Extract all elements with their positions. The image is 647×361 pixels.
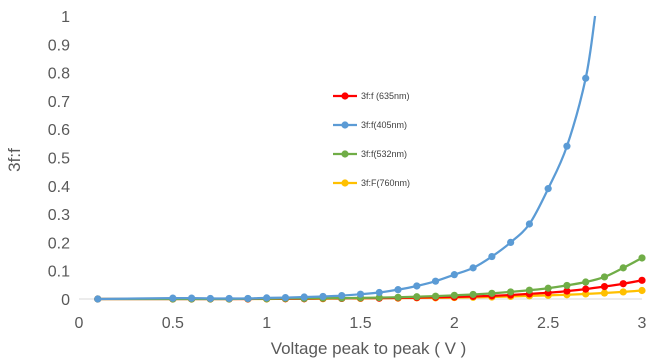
y-tick-label: 0.3 <box>48 207 70 224</box>
y-tick-label: 0.6 <box>48 122 70 139</box>
y-tick-label: 0.5 <box>48 151 70 168</box>
data-point <box>188 294 196 302</box>
y-tick-label: 0.1 <box>48 264 70 281</box>
data-point <box>300 293 308 301</box>
data-point <box>94 295 102 303</box>
data-point <box>619 264 627 272</box>
y-tick-label: 0.8 <box>48 66 70 83</box>
x-tick-label: 0 <box>75 315 84 332</box>
y-tick-label: 0.7 <box>48 94 70 111</box>
data-point <box>319 292 327 301</box>
y-axis-title: 3f:f <box>5 148 24 172</box>
legend-marker <box>341 150 349 158</box>
y-tick-label: 0 <box>61 292 70 309</box>
legend-marker <box>341 179 349 187</box>
data-point <box>244 294 252 303</box>
data-point <box>338 292 346 300</box>
x-tick-label: 1.5 <box>349 315 371 332</box>
data-point <box>544 185 552 193</box>
series-line <box>97 279 643 301</box>
data-point <box>600 289 609 297</box>
data-point <box>488 252 496 261</box>
data-point <box>619 288 627 296</box>
data-point <box>582 278 590 286</box>
data-point <box>563 142 571 150</box>
x-tick-label: 2.5 <box>537 315 559 332</box>
x-axis-title: Voltage peak to peak ( V ) <box>271 339 467 358</box>
x-tick-label: 3 <box>638 315 647 332</box>
data-point <box>563 287 571 295</box>
data-point <box>638 276 646 284</box>
series-line <box>97 15 597 301</box>
legend-entry: 3f:f(405nm) <box>333 120 407 130</box>
data-point <box>356 290 365 298</box>
legend-entry: 3f:f (635nm) <box>333 91 410 101</box>
data-point <box>450 271 458 279</box>
series-layer <box>94 15 646 303</box>
data-point <box>281 293 290 302</box>
legend-label: 3f:f(405nm) <box>361 120 407 130</box>
data-point <box>431 292 440 300</box>
data-point <box>394 293 402 301</box>
data-point <box>619 280 627 288</box>
data-point <box>600 282 609 291</box>
data-point <box>488 289 496 297</box>
data-point <box>413 282 421 290</box>
data-point <box>582 285 590 293</box>
x-tick-label: 0.5 <box>162 315 184 332</box>
data-point <box>394 286 402 294</box>
data-point <box>525 220 534 228</box>
x-tick-label: 1 <box>262 315 271 332</box>
data-point <box>375 293 383 302</box>
data-point <box>469 290 477 299</box>
legend-entry: 3f:f(532nm) <box>333 149 407 159</box>
y-tick-label: 0.4 <box>48 179 70 196</box>
legend-label: 3f:f (635nm) <box>361 91 410 101</box>
x-tick-labels: 0 0.5 1 1.5 2 2.5 3 <box>75 315 647 332</box>
data-point <box>638 254 646 262</box>
data-point <box>413 293 421 301</box>
legend-label: 3f:F(760nm) <box>361 178 410 188</box>
x-tick-label: 2 <box>450 315 459 332</box>
data-point <box>263 294 271 302</box>
y-tick-labels: 0 0.1 0.2 0.3 0.4 0.5 0.6 0.7 0.8 0.9 1 <box>48 9 70 309</box>
data-point <box>600 273 609 281</box>
data-point <box>431 277 440 285</box>
data-point <box>638 286 646 295</box>
data-point <box>582 74 590 82</box>
legend: 3f:f (635nm) 3f:f(405nm) 3f:f(532nm) 3f:F(7… <box>333 91 410 188</box>
data-point <box>507 238 515 246</box>
legend-marker <box>341 92 349 100</box>
data-point <box>563 281 571 290</box>
data-point <box>469 264 477 272</box>
y-tick-label: 1 <box>61 9 70 26</box>
series-3 <box>94 286 646 303</box>
legend-entry: 3f:F(760nm) <box>333 178 410 188</box>
data-point <box>507 288 515 296</box>
data-point <box>525 286 534 294</box>
data-point <box>544 284 552 292</box>
data-point <box>169 294 177 302</box>
legend-marker <box>341 121 349 129</box>
legend-label: 3f:f(532nm) <box>361 149 407 159</box>
y-tick-label: 0.9 <box>48 37 70 54</box>
y-tick-label: 0.2 <box>48 235 70 252</box>
series-1 <box>94 15 597 303</box>
data-point <box>206 294 214 303</box>
data-point <box>225 294 233 303</box>
data-point <box>450 291 458 299</box>
data-point <box>375 288 383 297</box>
